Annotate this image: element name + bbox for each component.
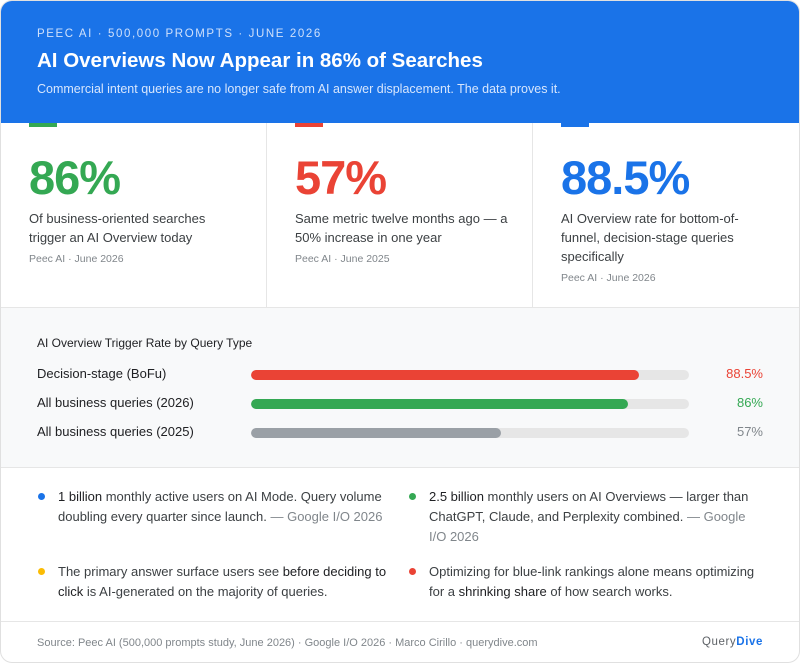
bar-value-label: 57% — [736, 424, 763, 439]
fact-text: monthly active users on AI Mode. Query v… — [58, 489, 382, 524]
stats-row: 86% Of business-oriented searches trigge… — [1, 123, 799, 308]
bar-category-label: All business queries (2025) — [37, 424, 194, 439]
fact-text: Optimizing for blue-link rankings alone … — [429, 564, 755, 599]
stat-source: Peec AI · June 2025 — [295, 253, 390, 265]
trigger-rate-chart: AI Overview Trigger Rate by Query Type D… — [1, 308, 799, 468]
fact-blue-link: Optimizing for blue-link rankings alone … — [409, 562, 759, 602]
fact-text: monthly users on AI Overviews — larger t… — [429, 489, 749, 524]
stat-card-86: 86% Of business-oriented searches trigge… — [1, 123, 267, 307]
bullet-dot-icon — [38, 493, 45, 500]
bar-fill-2025 — [251, 428, 501, 438]
chart-title: AI Overview Trigger Rate by Query Type — [37, 336, 253, 350]
bar-fill-bofu — [251, 370, 639, 380]
stat-description: Of business-oriented searches trigger an… — [29, 211, 206, 245]
fact-citation: — Google I/O 2026 — [266, 509, 383, 524]
fact-citation: — Google I/O 2026 — [429, 509, 746, 544]
stat-accent-bar — [295, 123, 323, 127]
chart-row-bofu: Decision-stage (BoFu) 88.5% — [1, 366, 799, 384]
chart-row-2025: All business queries (2025) 57% — [1, 424, 799, 442]
brand-part-query: Query — [701, 636, 737, 648]
stat-accent-bar — [561, 123, 589, 127]
stat-source: Peec AI · June 2026 — [29, 253, 124, 265]
bar-track — [251, 428, 689, 438]
bar-category-label: Decision-stage (BoFu) — [37, 366, 167, 381]
fact-text: The primary answer surface users see — [58, 564, 283, 579]
stat-card-57: 57% Same metric twelve months ago — a 50… — [267, 123, 533, 307]
fact-highlight: 2.5 billion — [429, 489, 484, 504]
brand-part-dive: Dive — [736, 636, 763, 648]
bullet-dot-icon — [409, 493, 416, 500]
fact-highlight: shrinking share — [458, 584, 547, 599]
brand-logo: QueryDive — [702, 636, 763, 648]
key-facts: 1 billion monthly active users on AI Mod… — [1, 468, 799, 620]
footer-source: Source: Peec AI (500,000 prompts study, … — [37, 637, 538, 649]
eyebrow-text: PEEC AI · 500,000 PROMPTS · JUNE 2026 — [37, 28, 322, 40]
bar-track — [251, 399, 689, 409]
bar-value-label: 88.5% — [726, 366, 763, 381]
stat-value: 86% — [29, 151, 121, 204]
stat-source: Peec AI · June 2026 — [561, 272, 656, 284]
stat-accent-bar — [29, 123, 57, 127]
bar-category-label: All business queries (2026) — [37, 395, 194, 410]
bar-track — [251, 370, 689, 380]
page-title: AI Overviews Now Appear in 86% of Search… — [37, 49, 483, 72]
stat-value: 57% — [295, 151, 387, 204]
header-banner: PEEC AI · 500,000 PROMPTS · JUNE 2026 AI… — [1, 1, 799, 123]
fact-highlight: before deciding to click — [58, 564, 387, 599]
bar-fill-2026 — [251, 399, 628, 409]
stat-card-88-5: 88.5% AI Overview rate for bottom-of-fun… — [533, 123, 799, 307]
stat-description: AI Overview rate for bottom-of-funnel, d… — [561, 211, 739, 264]
fact-answer-surface: The primary answer surface users see bef… — [38, 562, 388, 602]
bullet-dot-icon — [409, 568, 416, 575]
fact-ai-mode-users: 1 billion monthly active users on AI Mod… — [38, 487, 388, 527]
page-subtitle: Commercial intent queries are no longer … — [37, 82, 561, 96]
fact-highlight: 1 billion — [58, 489, 103, 504]
stat-description: Same metric twelve months ago — a 50% in… — [295, 211, 508, 245]
fact-ai-overview-users: 2.5 billion monthly users on AI Overview… — [409, 487, 759, 547]
stat-value: 88.5% — [561, 151, 690, 204]
fact-text: is AI-generated on the majority of queri… — [83, 584, 328, 599]
bar-value-label: 86% — [736, 395, 763, 410]
fact-text: of how search works. — [546, 584, 673, 599]
footer: Source: Peec AI (500,000 prompts study, … — [1, 621, 799, 662]
bullet-dot-icon — [38, 568, 45, 575]
chart-row-2026: All business queries (2026) 86% — [1, 395, 799, 413]
